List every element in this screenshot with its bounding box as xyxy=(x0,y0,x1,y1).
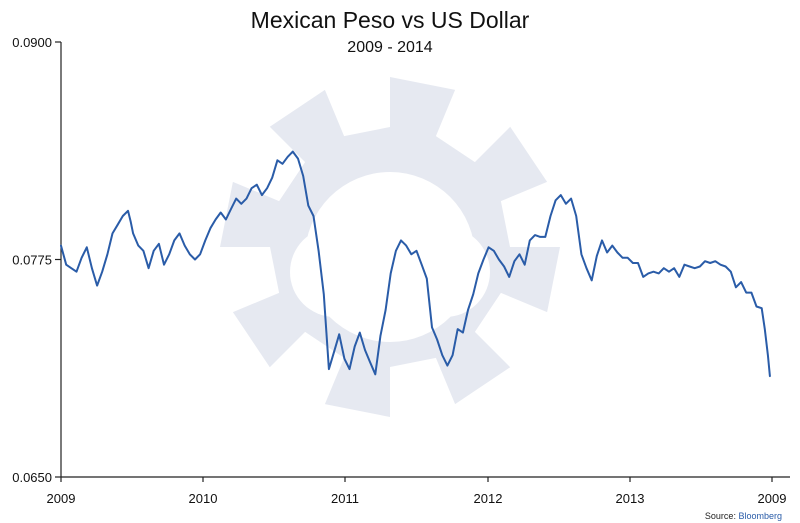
watermark-cloud xyxy=(400,227,490,317)
y-axis-ticks: 0.0900 0.0775 0.0650 xyxy=(12,35,61,485)
x-tick-label: 2012 xyxy=(474,491,503,506)
watermark-logo xyxy=(220,77,560,417)
y-tick-label: 0.0775 xyxy=(12,253,52,268)
x-tick-label: 2009 xyxy=(47,491,76,506)
series-layer xyxy=(60,150,771,378)
source-label: Source: xyxy=(705,511,736,521)
chart-title: Mexican Peso vs US Dollar xyxy=(251,7,530,33)
source-note: Source: Bloomberg xyxy=(705,511,782,521)
series-line xyxy=(60,150,771,378)
x-tick-label: 2010 xyxy=(189,491,218,506)
x-tick-label: 2011 xyxy=(331,491,359,506)
x-tick-label: 2013 xyxy=(616,491,645,506)
y-tick-label: 0.0650 xyxy=(12,470,52,485)
chart-subtitle: 2009 - 2014 xyxy=(347,39,433,56)
x-axis-ticks: 2009 2010 2011 2012 2013 2009 xyxy=(47,477,787,506)
source-link: Bloomberg xyxy=(738,511,782,521)
y-tick-label: 0.0900 xyxy=(12,35,52,50)
watermark-cloud xyxy=(290,227,380,317)
x-tick-label: 2009 xyxy=(758,491,787,506)
